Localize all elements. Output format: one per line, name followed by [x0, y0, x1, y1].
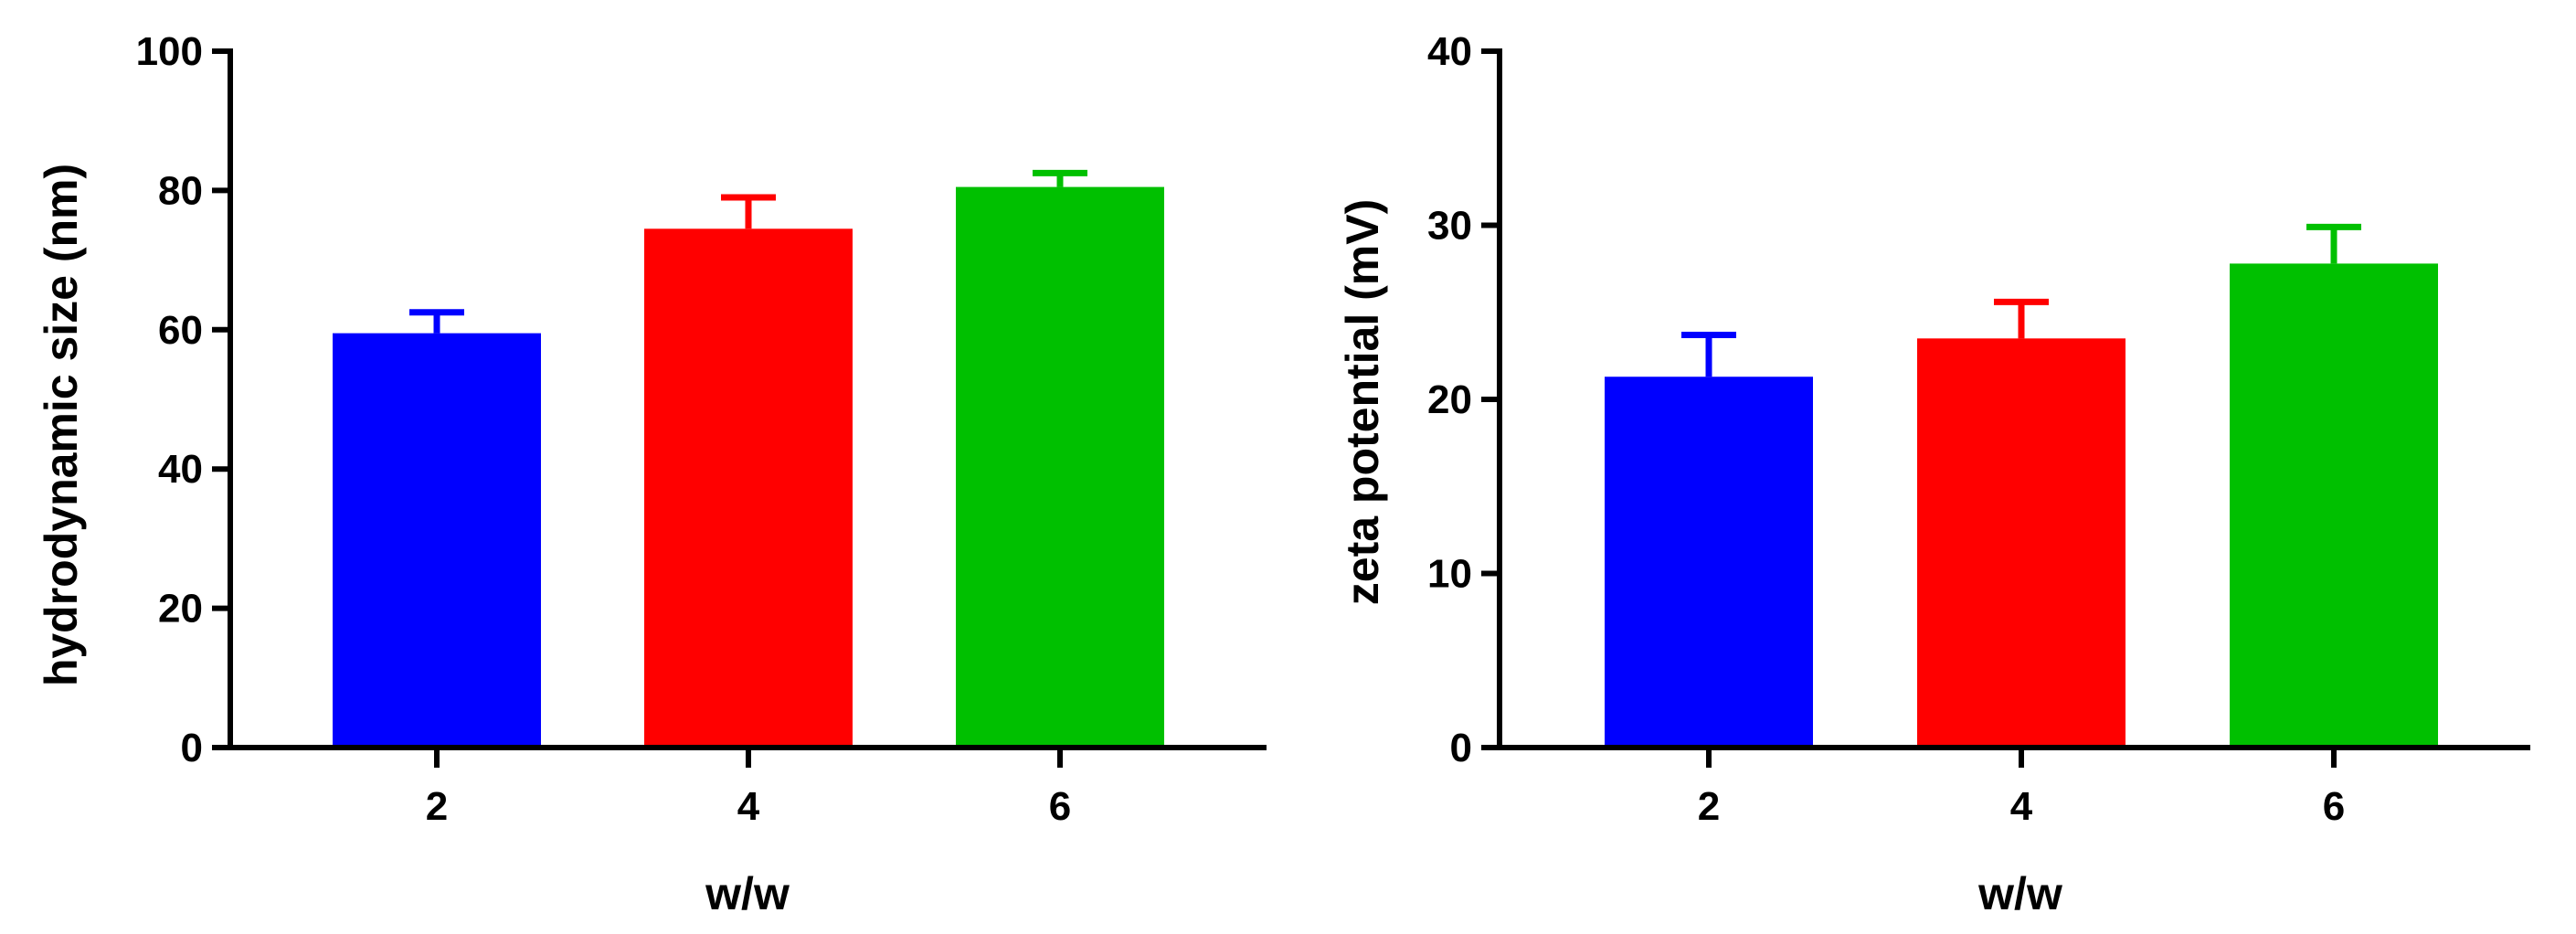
- hydrodynamic-size-chart: 0 20 40 60 80 100 2 4 6 w/w hydrodynamic size (n…: [36, 29, 1267, 919]
- y-tick-label: 20: [158, 587, 203, 632]
- chart-marks: 0 20 40 60 80 100 2 4 6: [136, 29, 1267, 829]
- x-tick-label: 4: [2010, 784, 2033, 829]
- y-axis-title: zeta potential (mV): [1337, 199, 1388, 605]
- x-tick-label: 2: [1698, 784, 1720, 829]
- bar-2: [1605, 377, 1813, 748]
- y-tick-label: 10: [1427, 552, 1472, 597]
- x-tick-label: 6: [2323, 784, 2345, 829]
- y-tick-label: 60: [158, 308, 203, 353]
- y-tick-label: 40: [158, 447, 203, 492]
- x-tick-label: 2: [426, 784, 448, 829]
- bar-4: [1917, 338, 2125, 748]
- zeta-potential-chart: 0 10 20 30 40 2 4 6 w/w zeta potential (mV): [1337, 29, 2530, 919]
- y-tick-label: 0: [1450, 726, 1472, 770]
- y-axis-title: hydrodynamic size (nm): [36, 164, 87, 686]
- y-tick-label: 40: [1427, 29, 1472, 74]
- y-tick-label: 80: [158, 168, 203, 213]
- y-tick-label: 0: [181, 726, 203, 770]
- chart-marks: 0 10 20 30 40 2 4 6: [1427, 29, 2530, 829]
- x-tick-label: 4: [737, 784, 760, 829]
- bar-4: [644, 228, 853, 748]
- bar-2: [333, 333, 541, 748]
- x-tick-label: 6: [1049, 784, 1071, 829]
- y-tick-label: 20: [1427, 377, 1472, 422]
- y-tick-label: 30: [1427, 204, 1472, 249]
- bar-6: [2230, 263, 2438, 748]
- bar-6: [956, 186, 1164, 748]
- x-axis-title: w/w: [1977, 868, 2062, 919]
- x-axis-title: w/w: [705, 868, 790, 919]
- y-tick-label: 100: [136, 29, 203, 74]
